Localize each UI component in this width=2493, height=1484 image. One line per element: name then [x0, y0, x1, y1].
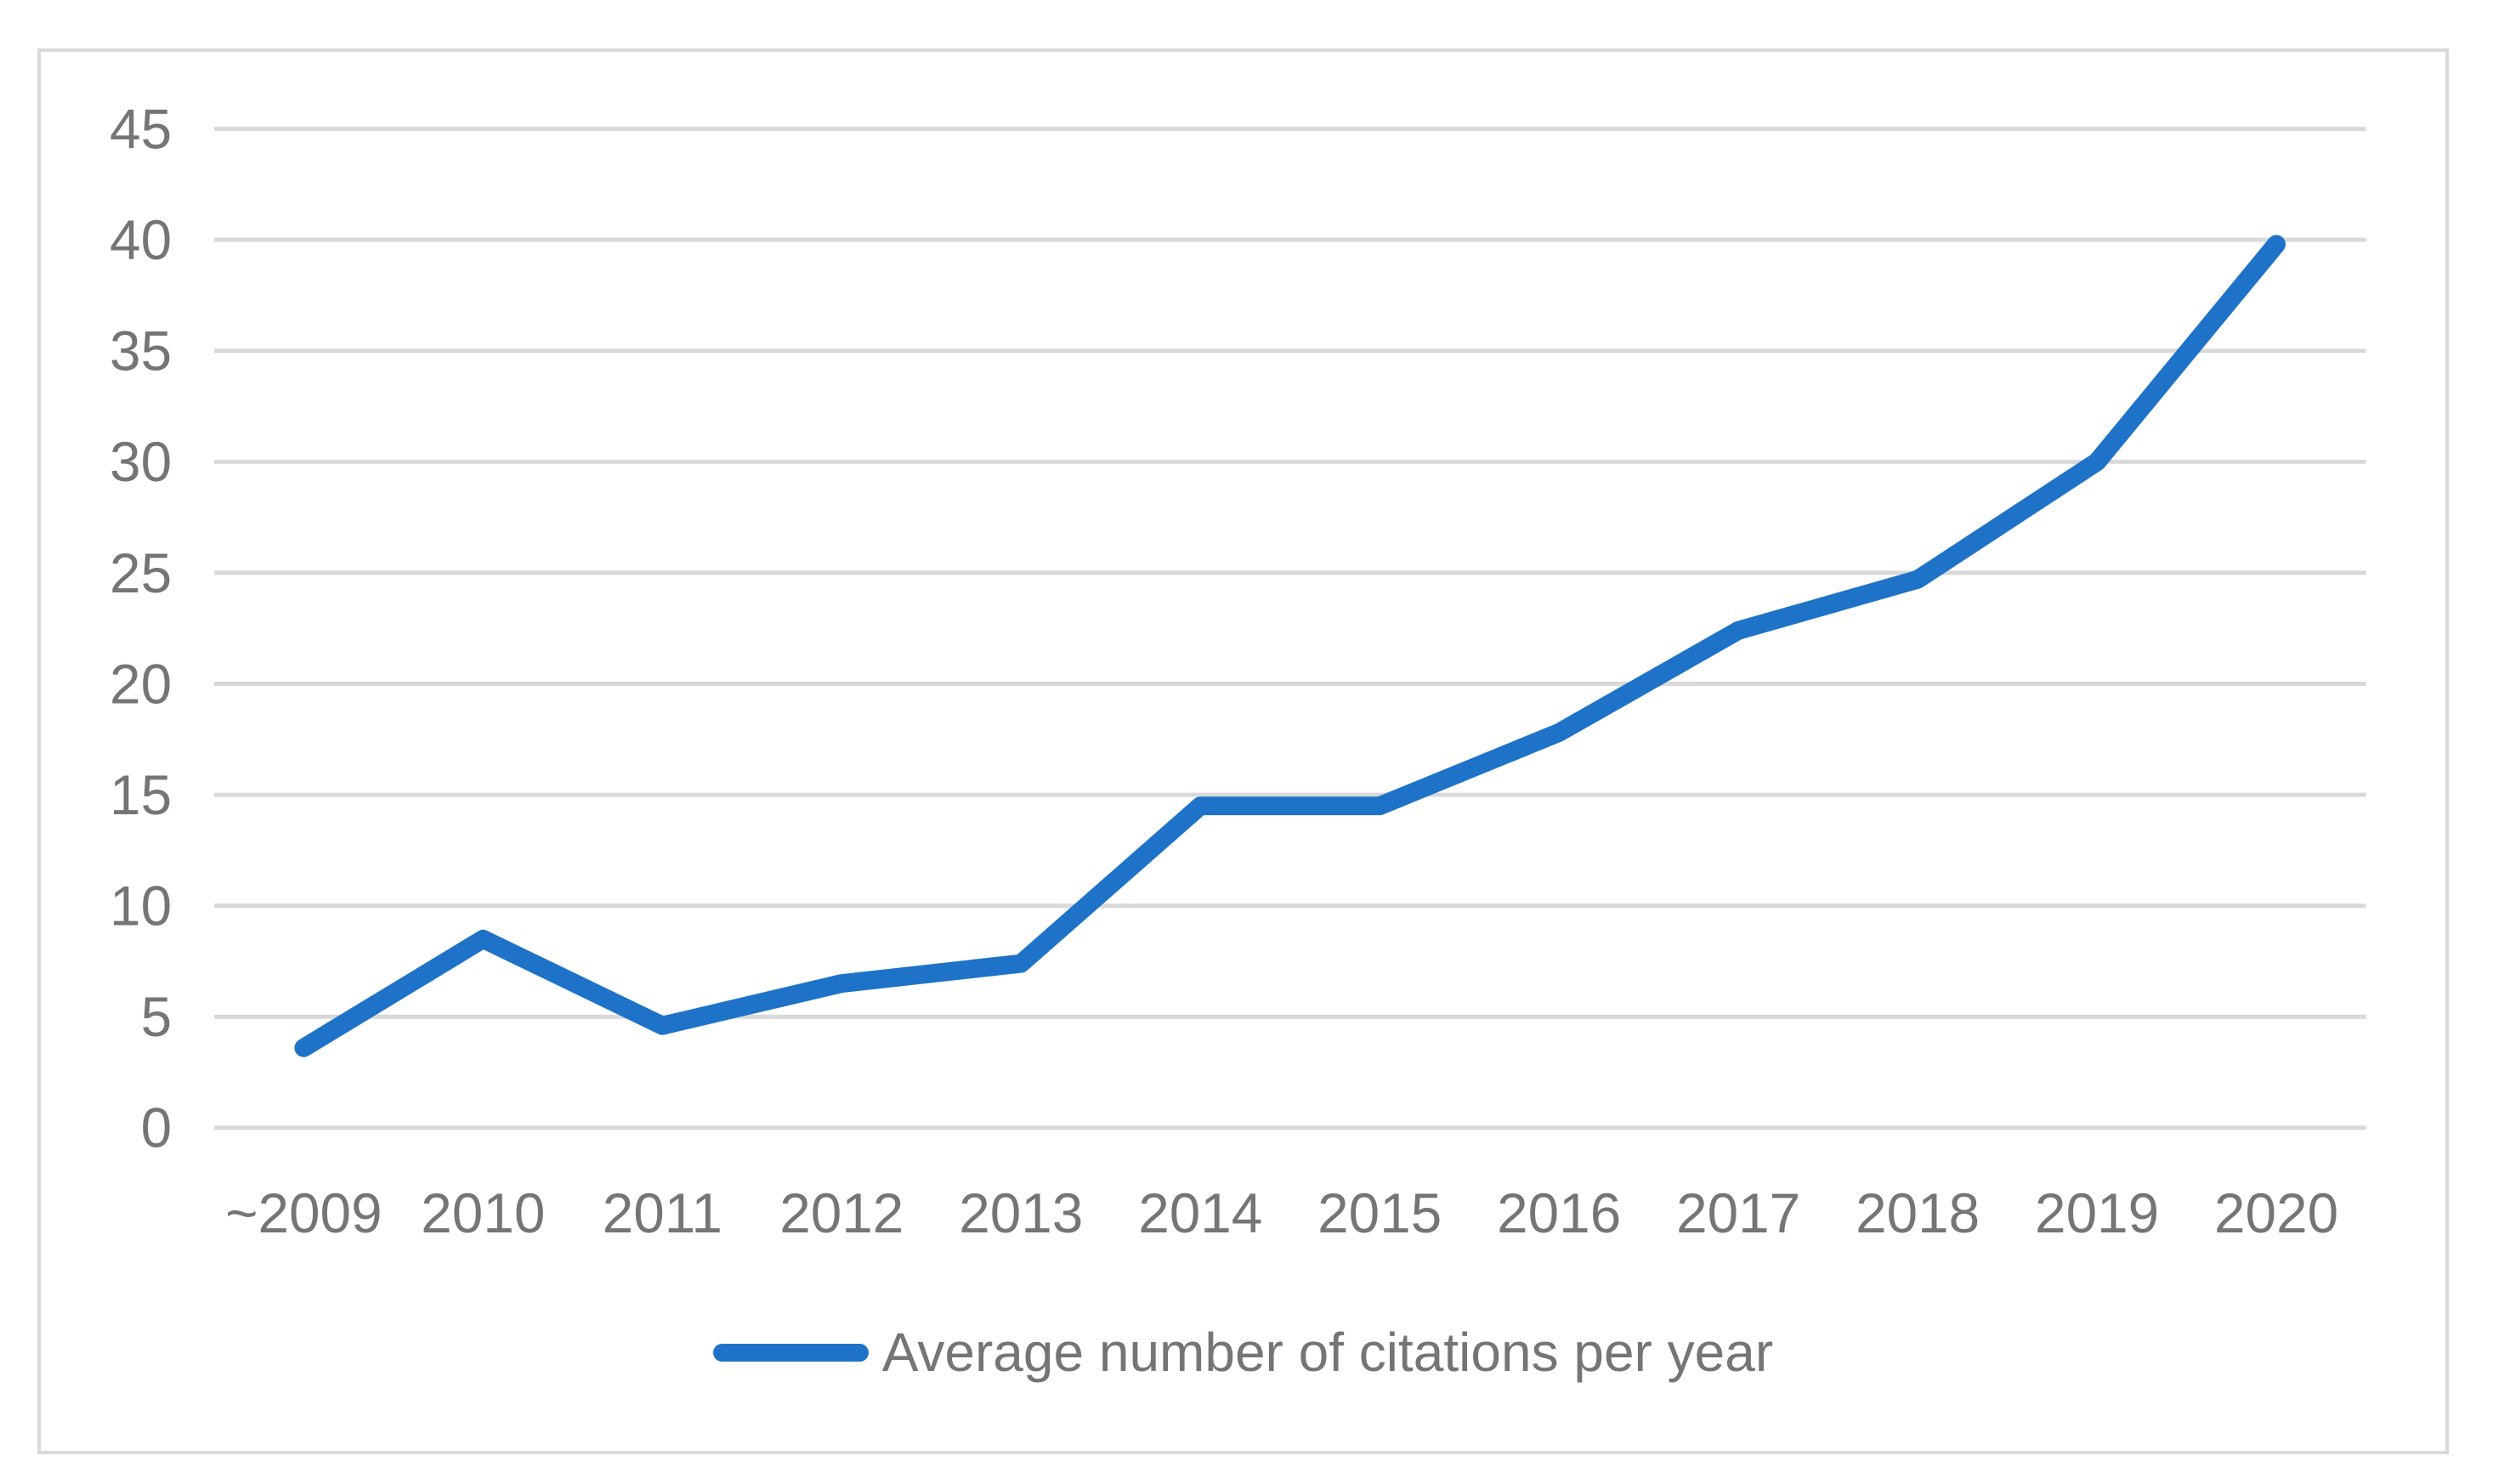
y-axis-tick-label: 35	[110, 320, 172, 382]
x-axis-tick-label: 2014	[1138, 1182, 1262, 1244]
y-axis-tick-label: 0	[141, 1097, 173, 1159]
x-axis-tick-label: 2015	[1317, 1182, 1442, 1244]
y-axis-tick-label: 10	[110, 875, 172, 937]
y-axis-tick-label: 25	[110, 542, 172, 604]
y-axis-tick-label: 30	[110, 431, 172, 493]
plot-area: 0 5 10 15 20 25 30 35 40 45 ~2009 2010 2011 2012 2013…	[110, 98, 2366, 1244]
legend-line-swatch-icon	[712, 1343, 869, 1362]
x-axis-tick-label: 2013	[959, 1182, 1083, 1244]
x-axis-tick-label: 2017	[1676, 1182, 1800, 1244]
x-axis-tick-label: 2018	[1856, 1182, 1980, 1244]
y-axis-tick-label: 20	[110, 653, 172, 715]
legend-label: Average number of citations per year	[881, 1322, 1774, 1383]
x-axis-tick-label: 2010	[421, 1182, 545, 1244]
citations-line-series	[294, 235, 2286, 1057]
y-axis-tick-label: 15	[110, 764, 172, 826]
x-axis-tick-label: 2019	[2035, 1182, 2159, 1244]
legend: Average number of citations per year	[41, 1325, 2445, 1379]
x-axis-tick-label: ~2009	[225, 1182, 382, 1244]
y-axis-tick-label: 45	[110, 98, 172, 160]
y-axis-tick-label: 5	[141, 986, 173, 1048]
x-axis-tick-labels: ~2009 2010 2011 2012 2013 2014 2015 2016 2017 201…	[225, 1182, 2338, 1244]
citations-line-chart: 0 5 10 15 20 25 30 35 40 45 ~2009 2010 2011 2012 2013…	[37, 48, 2449, 1454]
x-axis-tick-label: 2016	[1497, 1182, 1621, 1244]
gridlines	[213, 127, 2366, 1130]
x-axis-tick-label: 2011	[603, 1182, 722, 1244]
x-axis-tick-label: 2020	[2214, 1182, 2338, 1244]
y-axis-tick-labels: 0 5 10 15 20 25 30 35 40 45	[110, 98, 172, 1158]
x-axis-tick-label: 2012	[779, 1182, 904, 1244]
y-axis-tick-label: 40	[110, 209, 172, 271]
